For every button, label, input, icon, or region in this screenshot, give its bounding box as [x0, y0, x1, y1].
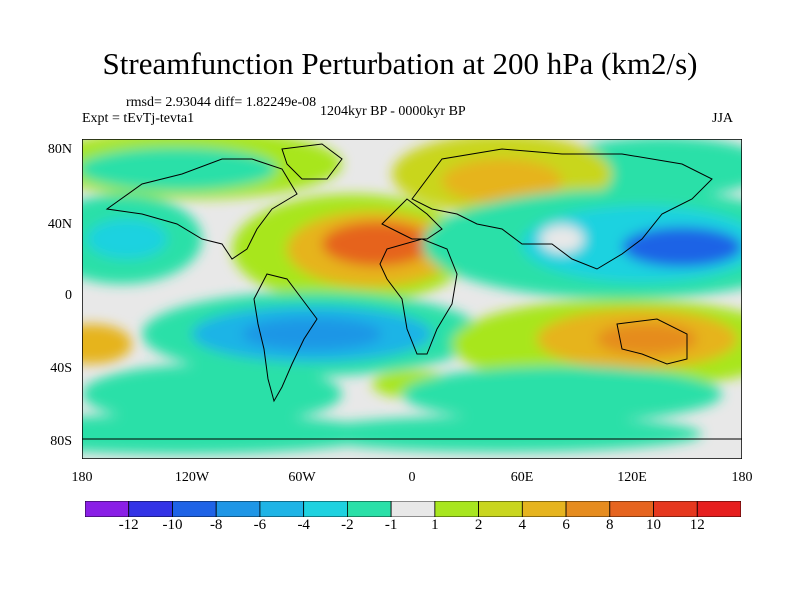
colorbar-label: -12 [118, 517, 139, 533]
stats-text: rmsd= 2.93044 diff= 1.82249e-08 [126, 95, 317, 110]
lon-tick-180w: 180 [71, 470, 93, 485]
period-label: 1204kyr BP - 0000kyr BP [320, 104, 466, 119]
colorbar-swatch [128, 501, 173, 517]
colorbar-swatch [609, 501, 654, 517]
experiment-label: Expt = tEvTj-tevta1 [82, 111, 195, 126]
lat-tick-40n: 40N [47, 217, 72, 232]
lon-tick-120e: 120E [617, 470, 647, 485]
colorbar-swatch [172, 501, 217, 517]
colorbar-swatch [390, 501, 436, 517]
lat-tick-80s: 80S [50, 434, 72, 449]
colorbar-swatch [346, 501, 392, 517]
colorbar-swatch [215, 501, 261, 517]
colorbar-label: 2 [474, 517, 483, 533]
lon-tick-60e: 60E [510, 470, 534, 485]
lat-tick-0: 0 [65, 288, 72, 303]
lat-tick-40s: 40S [50, 361, 72, 376]
lat-tick-80n: 80N [47, 142, 72, 157]
lon-tick-0: 0 [408, 470, 416, 485]
lon-tick-60w: 60W [288, 470, 316, 485]
colorbar-label: -6 [253, 517, 267, 533]
colorbar-swatch [85, 501, 130, 517]
colorbar-label: -4 [297, 517, 310, 533]
colorbar-label: -1 [384, 517, 398, 533]
colorbar-swatch [565, 501, 611, 517]
lon-tick-120w: 120W [174, 470, 210, 485]
colorbar-label: 12 [689, 517, 705, 533]
colorbar-label: 10 [646, 517, 661, 533]
colorbar-swatch [478, 501, 523, 517]
colorbar-label: -10 [162, 517, 183, 533]
colorbar [85, 501, 741, 517]
streamfunction-map [82, 139, 742, 459]
colorbar-swatch [521, 501, 567, 517]
lon-tick-180e: 180 [731, 470, 753, 485]
season-label: JJA [712, 111, 734, 126]
plot-title: Streamfunction Perturbation at 200 hPa (… [102, 46, 698, 81]
colorbar-label: 8 [606, 517, 614, 533]
colorbar-swatch [259, 501, 305, 517]
colorbar-label: -2 [341, 517, 354, 533]
colorbar-swatch [434, 501, 479, 517]
colorbar-label: 1 [431, 517, 439, 533]
colorbar-swatch [653, 501, 698, 517]
colorbar-label: 4 [518, 517, 527, 533]
colorbar-label: -8 [209, 517, 223, 533]
colorbar-swatch [303, 501, 348, 517]
colorbar-swatch [696, 501, 741, 517]
colorbar-label: 6 [562, 517, 570, 533]
coastlines [82, 143, 742, 440]
